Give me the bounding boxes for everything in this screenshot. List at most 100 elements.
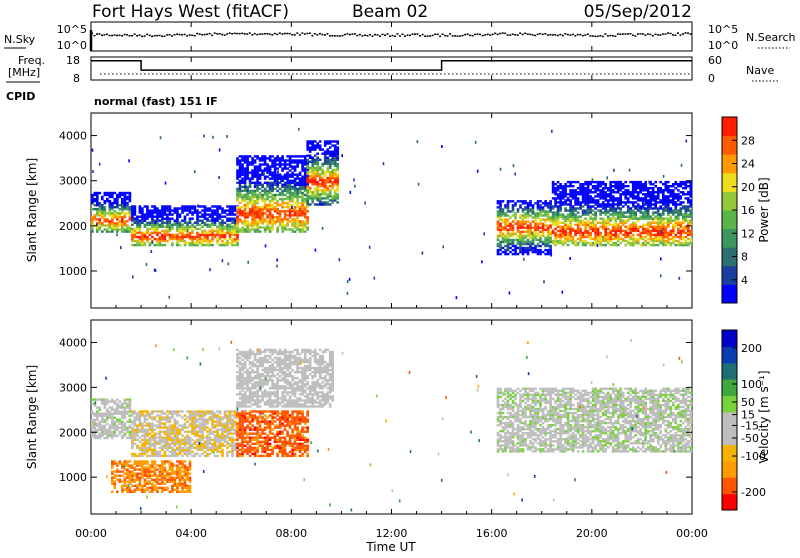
velocity-cell [204,441,207,443]
power-cell [331,181,334,183]
power-cell [209,242,212,244]
power-cell [244,228,247,230]
power-cell [216,209,219,211]
noise-sample [404,35,406,37]
power-cell [584,228,587,230]
velocity-cell [96,437,99,439]
power-cell [594,211,597,213]
power-cell [314,189,317,191]
power-cell [629,195,632,197]
noise-sample [402,34,404,36]
power-cell [139,242,142,244]
colorbar-tick-label: 12 [741,227,755,240]
power-cell [269,172,272,174]
power-cell [582,222,585,224]
power-cell [136,228,139,230]
velocity-cell [211,431,214,433]
velocity-cell [166,410,169,412]
power-cell [276,265,278,268]
power-cell [184,236,187,238]
power-cell [334,140,337,142]
power-cell [319,177,322,179]
power-cell [539,200,542,202]
power-cell [569,209,572,211]
power-cell [289,198,292,200]
velocity-cell [186,431,189,433]
power-cell [171,236,174,238]
power-cell [281,180,284,182]
power-cell [592,242,595,244]
power-cell [542,223,545,225]
noise-sample [619,34,621,36]
noise-sample [690,33,692,35]
velocity-cell [131,439,134,441]
power-cell [647,189,650,191]
power-cell [111,224,114,226]
velocity-cell [194,441,197,443]
power-cell [637,242,640,244]
power-cell [279,224,282,226]
power-cell [599,183,602,185]
power-cell [572,189,575,191]
power-cell [374,277,376,280]
power-cell [594,224,597,226]
power-cell [259,188,262,190]
velocity-cell [126,421,129,423]
power-cell [206,236,209,238]
power-cell [554,222,557,224]
power-cell [304,155,307,157]
power-cell [622,222,625,224]
power-cell [524,200,527,202]
velocity-cell [149,422,152,424]
power-cell [236,169,239,171]
power-cell [614,209,617,211]
power-cell [124,228,127,230]
power-cell [109,224,112,226]
power-cell [497,249,500,251]
power-cell [537,229,540,231]
power-cell [129,212,132,214]
power-cell [602,244,605,246]
power-cell [606,176,608,179]
power-cell [517,253,520,255]
power-cell [196,209,199,211]
velocity-cell [149,429,152,431]
power-cell [602,183,605,185]
velocity-cell [219,420,222,422]
power-cell [665,181,668,183]
power-cell [234,238,237,240]
noise-sample [339,35,341,37]
power-cell [239,180,242,182]
noise-sample [567,34,569,36]
velocity-cell [166,420,169,422]
power-cell [331,171,334,173]
power-cell [537,233,540,235]
power-cell [499,249,502,251]
power-cell [654,203,657,205]
power-cell [582,242,585,244]
power-cell [670,207,673,209]
power-cell [622,211,625,213]
velocity-cell [219,410,222,412]
power-cell [667,209,670,211]
noise-sample [497,34,499,36]
power-cell [569,199,572,201]
power-cell [239,228,242,230]
power-cell [219,236,222,238]
power-cell [612,234,615,236]
noise-sample [542,34,544,36]
power-cell [677,183,680,185]
power-cell [627,236,630,238]
power-cell [657,244,660,246]
power-cell [96,212,99,214]
power-cell [507,243,510,245]
power-cell [281,167,284,169]
velocity-cell [204,420,207,422]
power-cell [244,224,247,226]
power-cell [627,232,630,234]
velocity-cell [231,420,234,422]
power-cell [151,250,153,253]
power-cell [544,200,547,202]
power-cell [629,242,632,244]
power-cell [627,216,630,218]
